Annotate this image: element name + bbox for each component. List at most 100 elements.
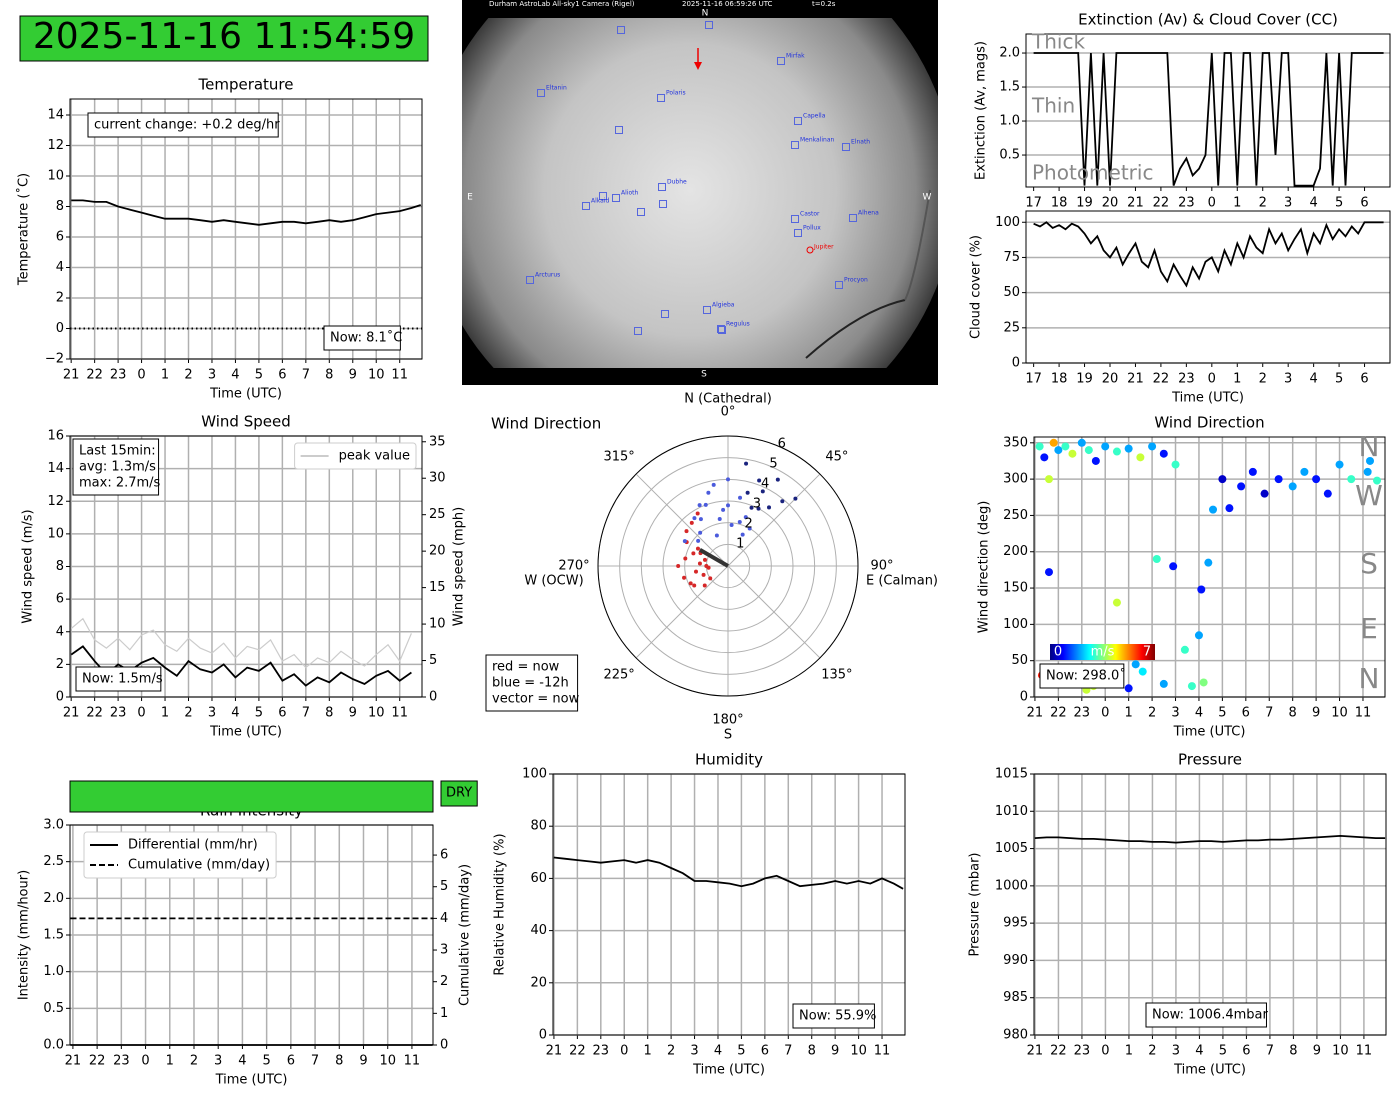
star-box [634, 327, 642, 335]
y2-tick-label: 1 [440, 1006, 448, 1021]
data-point [1197, 585, 1206, 594]
data-point [1124, 444, 1133, 453]
legend-box [294, 442, 417, 470]
data-point [1049, 438, 1058, 447]
star-box [849, 214, 857, 222]
y-tick-label: 0 [56, 690, 64, 705]
x-tick-label: 22 [1153, 372, 1170, 387]
y-tick-label: 2.0 [999, 46, 1020, 61]
data-point [1159, 449, 1168, 458]
data-point [1187, 682, 1196, 691]
x-tick-label: 1 [161, 706, 169, 721]
star-box [657, 94, 665, 102]
legend: Differential (mm/hr) Cumulative (mm/day) [83, 831, 277, 879]
star-box [718, 326, 726, 334]
x-tick-label: 10 [1332, 1044, 1349, 1059]
x-tick-label: 21 [1127, 372, 1144, 387]
plot-frame [1025, 33, 1391, 188]
x-tick-label: 23 [1178, 372, 1195, 387]
star-label: Menkalinan [800, 137, 835, 144]
x-tick-label: 8 [325, 368, 333, 383]
y-tick-label: −2 [45, 352, 64, 367]
r-tick-label: 5 [769, 456, 777, 471]
x-tick-label: 8 [1289, 706, 1297, 721]
x-tick-label: 11 [874, 1044, 891, 1059]
x-tick-label: 21 [1027, 1044, 1044, 1059]
x-tick-label: 1 [161, 368, 169, 383]
x-tick-label: 7 [1266, 1044, 1274, 1059]
x-tick-label: 17 [1025, 372, 1042, 387]
x-tick-label: 5 [255, 368, 263, 383]
theta-tick-label: 45° [825, 450, 848, 465]
y-tick-label: 1000 [995, 878, 1028, 893]
y-tick-label: 12 [47, 138, 64, 153]
data-point [1054, 446, 1063, 455]
x-tick-label: 6 [1360, 372, 1368, 387]
y-tick-label: 1005 [995, 841, 1028, 856]
y-tick-label: 8 [56, 199, 64, 214]
data-point [1101, 442, 1110, 451]
data-point [1300, 467, 1309, 476]
annotation-text: current change: +0.2 deg/hr [94, 118, 280, 133]
x-tick-label: 2 [1148, 706, 1156, 721]
x-tick-label: 0 [1208, 196, 1216, 211]
star-label: Pollux [803, 225, 821, 232]
rain-status-box [440, 780, 478, 807]
camera-exposure: t=0.2s [812, 0, 836, 8]
data-point [703, 502, 708, 507]
y-tick-label: 0 [1012, 356, 1020, 371]
x-tick-label: 10 [850, 1044, 867, 1059]
star-box [599, 192, 607, 200]
y-axis-label: Extinction (Av, mags) [974, 41, 989, 180]
star-label: Eltanin [546, 85, 567, 92]
y-tick-label: 0.5 [43, 1001, 64, 1016]
y-tick-label: 300 [1003, 472, 1028, 487]
theta-tick-label: 225° [603, 667, 634, 682]
data-point [1288, 482, 1297, 491]
y-tick-label: 995 [1003, 916, 1028, 931]
star-box [637, 208, 645, 216]
data-point [1323, 489, 1332, 498]
star-box [777, 57, 785, 65]
x-tick-label: 21 [65, 1054, 82, 1069]
data-point [676, 564, 681, 568]
plot-frame [1033, 773, 1387, 1036]
data-point [1335, 460, 1344, 469]
x-tick-label: 11 [1355, 706, 1372, 721]
y-tick-label: 1010 [995, 804, 1028, 819]
star-box [582, 202, 590, 210]
r-tick-label: 3 [753, 496, 761, 511]
band-label: Thin [1031, 94, 1075, 118]
x-tick-label: 18 [1051, 196, 1068, 211]
data-point [1237, 482, 1246, 491]
data-point [1061, 442, 1070, 451]
star-box [526, 276, 534, 284]
data-line [553, 856, 904, 890]
annotation-text: Now: 298.0˚ [1046, 668, 1126, 684]
data-point [1112, 598, 1121, 607]
chart-title: Temperature [197, 76, 293, 94]
x-tick-label: 1 [1233, 196, 1241, 211]
x-tick-label: 4 [238, 1054, 246, 1069]
y-tick-label: 10 [47, 526, 64, 541]
y-tick-label: 20 [530, 975, 547, 990]
y2-axis-label: Cumulative (mm/day) [458, 864, 473, 1006]
x-axis-label: Time (UTC) [209, 387, 282, 402]
x-tick-label: 0 [137, 368, 145, 383]
x-tick-label: 2 [1148, 1044, 1156, 1059]
rain-status: DRY [446, 786, 472, 801]
rain-status-bar [69, 780, 434, 813]
x-tick-label: 0 [137, 706, 145, 721]
plot-frame [1033, 436, 1386, 698]
cardinal-label: E (Calman) [866, 574, 938, 589]
x-tick-label: 4 [1195, 706, 1203, 721]
x-tick-label: 0 [1208, 372, 1216, 387]
y-tick-label: 350 [1003, 435, 1028, 450]
compass-label: E [1360, 612, 1378, 645]
x-tick-label: 22 [89, 1054, 106, 1069]
plot-frame [69, 824, 434, 1046]
data-point [1131, 660, 1140, 669]
x-tick-label: 20 [1102, 372, 1119, 387]
x-tick-label: 9 [1312, 706, 1320, 721]
